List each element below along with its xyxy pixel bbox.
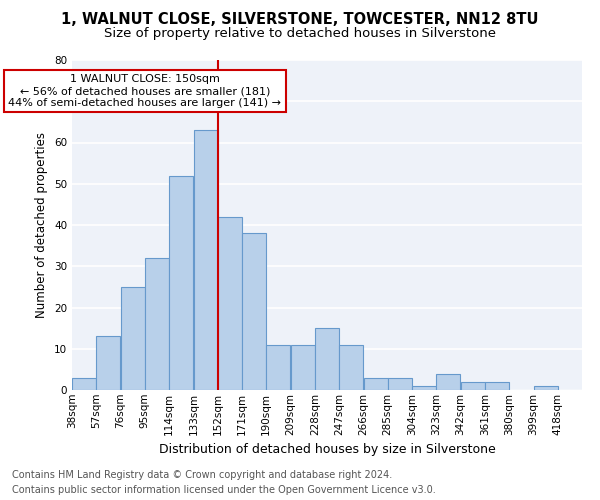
Text: 1 WALNUT CLOSE: 150sqm
← 56% of detached houses are smaller (181)
44% of semi-de: 1 WALNUT CLOSE: 150sqm ← 56% of detached… [8,74,281,108]
Bar [290,344,315,390]
Bar [388,378,412,390]
Bar [194,130,218,390]
Bar [145,258,169,390]
Bar [72,378,96,390]
Bar [412,386,436,390]
Bar [121,287,145,390]
Y-axis label: Number of detached properties: Number of detached properties [35,132,49,318]
Bar [339,344,364,390]
Bar [315,328,339,390]
Bar [218,217,242,390]
X-axis label: Distribution of detached houses by size in Silverstone: Distribution of detached houses by size … [158,443,496,456]
Bar [461,382,485,390]
Bar [533,386,557,390]
Text: Size of property relative to detached houses in Silverstone: Size of property relative to detached ho… [104,28,496,40]
Text: Contains public sector information licensed under the Open Government Licence v3: Contains public sector information licen… [12,485,436,495]
Bar [242,233,266,390]
Bar [364,378,388,390]
Bar [266,344,290,390]
Bar [485,382,509,390]
Text: 1, WALNUT CLOSE, SILVERSTONE, TOWCESTER, NN12 8TU: 1, WALNUT CLOSE, SILVERSTONE, TOWCESTER,… [61,12,539,28]
Bar [169,176,193,390]
Bar [97,336,121,390]
Text: Contains HM Land Registry data © Crown copyright and database right 2024.: Contains HM Land Registry data © Crown c… [12,470,392,480]
Bar [436,374,460,390]
